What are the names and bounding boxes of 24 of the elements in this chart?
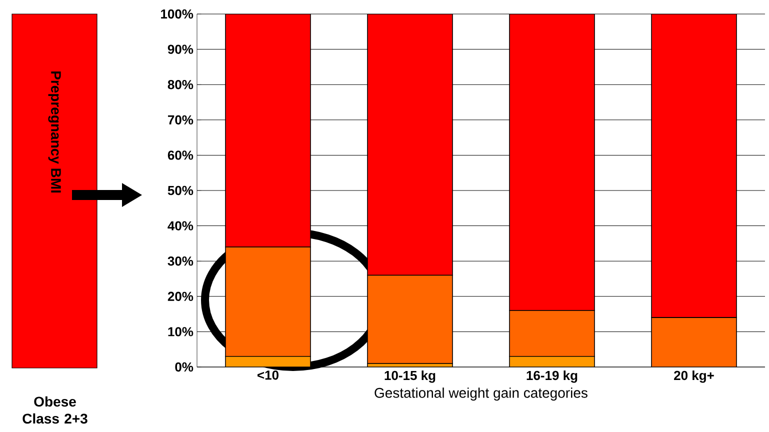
x-axis-title: Gestational weight gain categories	[374, 388, 588, 401]
y-tick-label: 60%	[168, 150, 194, 160]
text: Prepregnancy BMI	[48, 71, 61, 192]
x-tick-label: <10	[258, 370, 278, 380]
bar	[367, 274, 453, 364]
y-tick-label: 40%	[168, 221, 194, 230]
y-tick-label: 50%	[168, 186, 194, 196]
y-tick-label: 90%	[168, 44, 194, 54]
x-tick-label: 20 kg+	[674, 370, 714, 383]
y-tick-label: 70%	[168, 115, 194, 124]
y-tick-label: 10%	[168, 327, 194, 336]
bar	[509, 310, 595, 357]
y-tick-label: 80%	[168, 80, 194, 90]
text: Obese Class 2+3	[22, 396, 88, 424]
x-tick-label: 16-19 kg	[526, 370, 578, 383]
bar	[367, 14, 453, 276]
bar	[509, 14, 595, 311]
y-tick-label: 30%	[168, 256, 194, 266]
y-tick-label: 20%	[168, 292, 194, 301]
bar	[651, 317, 737, 367]
x-tick-label: 10-15 kg	[384, 370, 436, 383]
y-tick-label: 0%	[175, 362, 194, 372]
bar	[651, 14, 737, 318]
y-tick-label: 100%	[161, 9, 194, 19]
